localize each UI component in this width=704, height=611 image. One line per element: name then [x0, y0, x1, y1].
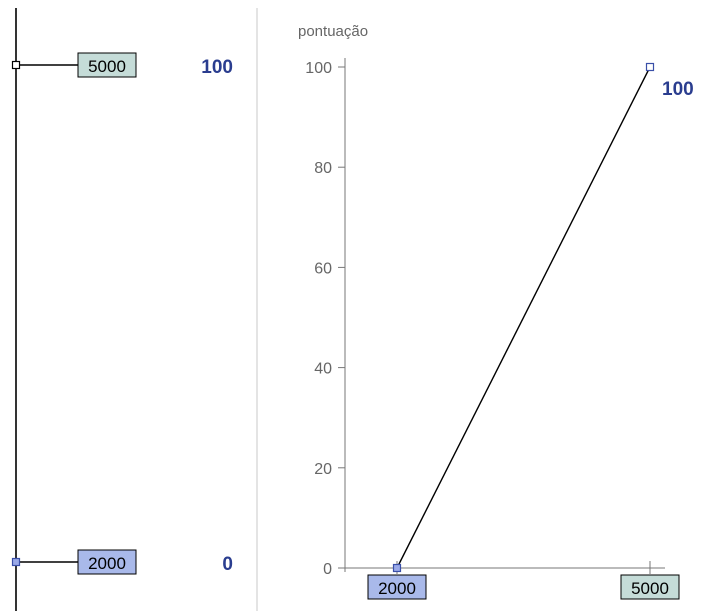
y-tick-label: 80 — [314, 160, 332, 177]
x-tick-label: 2000 — [378, 579, 416, 598]
data-point[interactable] — [645, 62, 655, 72]
y-tick-label: 20 — [314, 461, 332, 478]
x-tick-label-box[interactable] — [620, 574, 680, 600]
data-label: 100 — [662, 79, 694, 100]
y-tick-label: 0 — [323, 561, 332, 578]
left-score-label: 0 — [222, 554, 233, 575]
y-tick-label: 60 — [314, 260, 332, 277]
left-value-label: 5000 — [88, 57, 126, 76]
left-marker[interactable] — [11, 60, 21, 70]
x-tick-label-box[interactable] — [367, 574, 427, 600]
left-value-box[interactable] — [77, 549, 137, 575]
series-layer: 100 — [392, 62, 694, 573]
left-marker[interactable] — [11, 557, 21, 567]
data-point[interactable] — [392, 563, 402, 573]
x-tick-label: 5000 — [631, 579, 669, 598]
left-markers: 5000 100 2000 0 — [11, 52, 233, 575]
series-line — [396, 66, 651, 569]
x-ticks: 2000 5000 — [367, 561, 680, 600]
y-axis-title: pontuação — [298, 23, 368, 40]
left-value-box[interactable] — [77, 52, 137, 78]
left-score-label: 100 — [201, 57, 233, 78]
y-tick-label: 40 — [314, 361, 332, 378]
y-tick-label: 100 — [305, 60, 332, 77]
left-value-label: 2000 — [88, 554, 126, 573]
y-ticks: 0 20 40 60 80 100 — [305, 60, 345, 578]
